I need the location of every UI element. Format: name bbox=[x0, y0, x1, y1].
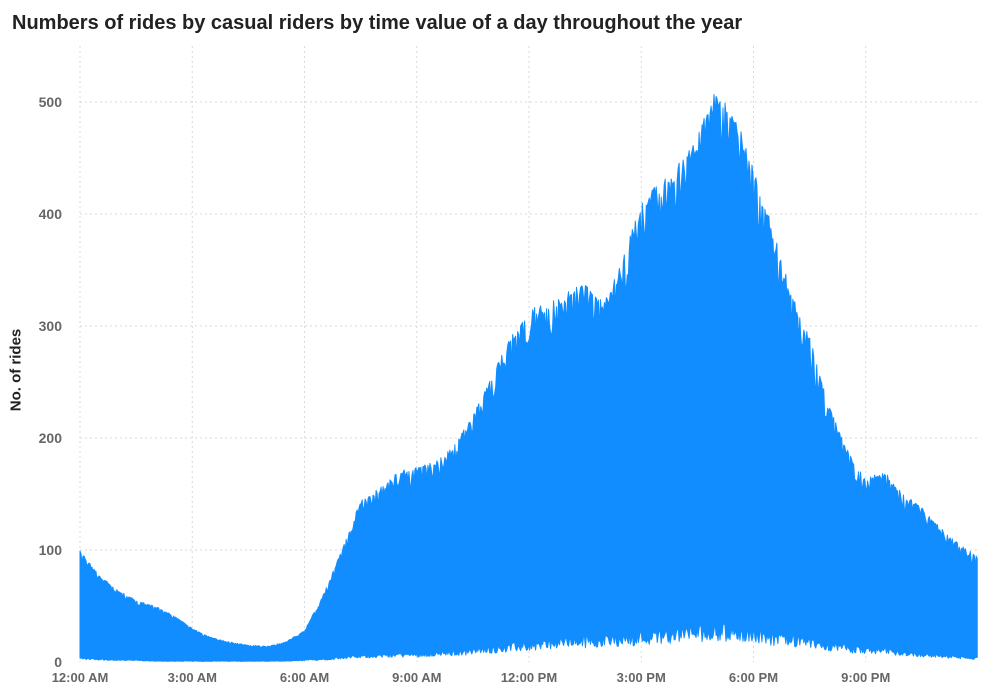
y-tick-label: 300 bbox=[39, 318, 63, 334]
series-area bbox=[79, 93, 978, 662]
y-tick-label: 200 bbox=[39, 430, 63, 446]
y-tick-label: 100 bbox=[39, 542, 63, 558]
x-tick-label: 12:00 PM bbox=[501, 670, 557, 685]
x-axis-ticks: 12:00 AM 3:00 AM 6:00 AM 9:00 AM 12:00 PM 3:0… bbox=[52, 670, 891, 685]
x-tick-label: 9:00 AM bbox=[392, 670, 441, 685]
y-tick-label: 0 bbox=[54, 654, 62, 670]
x-tick-label: 9:00 PM bbox=[841, 670, 890, 685]
x-tick-label: 6:00 AM bbox=[280, 670, 329, 685]
y-tick-label: 500 bbox=[39, 94, 63, 110]
x-tick-label: 6:00 PM bbox=[729, 670, 778, 685]
x-tick-label: 12:00 AM bbox=[52, 670, 109, 685]
series-area-0 bbox=[79, 93, 978, 662]
y-tick-label: 400 bbox=[39, 206, 63, 222]
x-tick-label: 3:00 AM bbox=[168, 670, 217, 685]
x-tick-label: 3:00 PM bbox=[617, 670, 666, 685]
chart-title: Numbers of rides by casual riders by tim… bbox=[12, 12, 743, 34]
y-axis-ticks: 0 100 200 300 400 500 bbox=[39, 94, 63, 670]
